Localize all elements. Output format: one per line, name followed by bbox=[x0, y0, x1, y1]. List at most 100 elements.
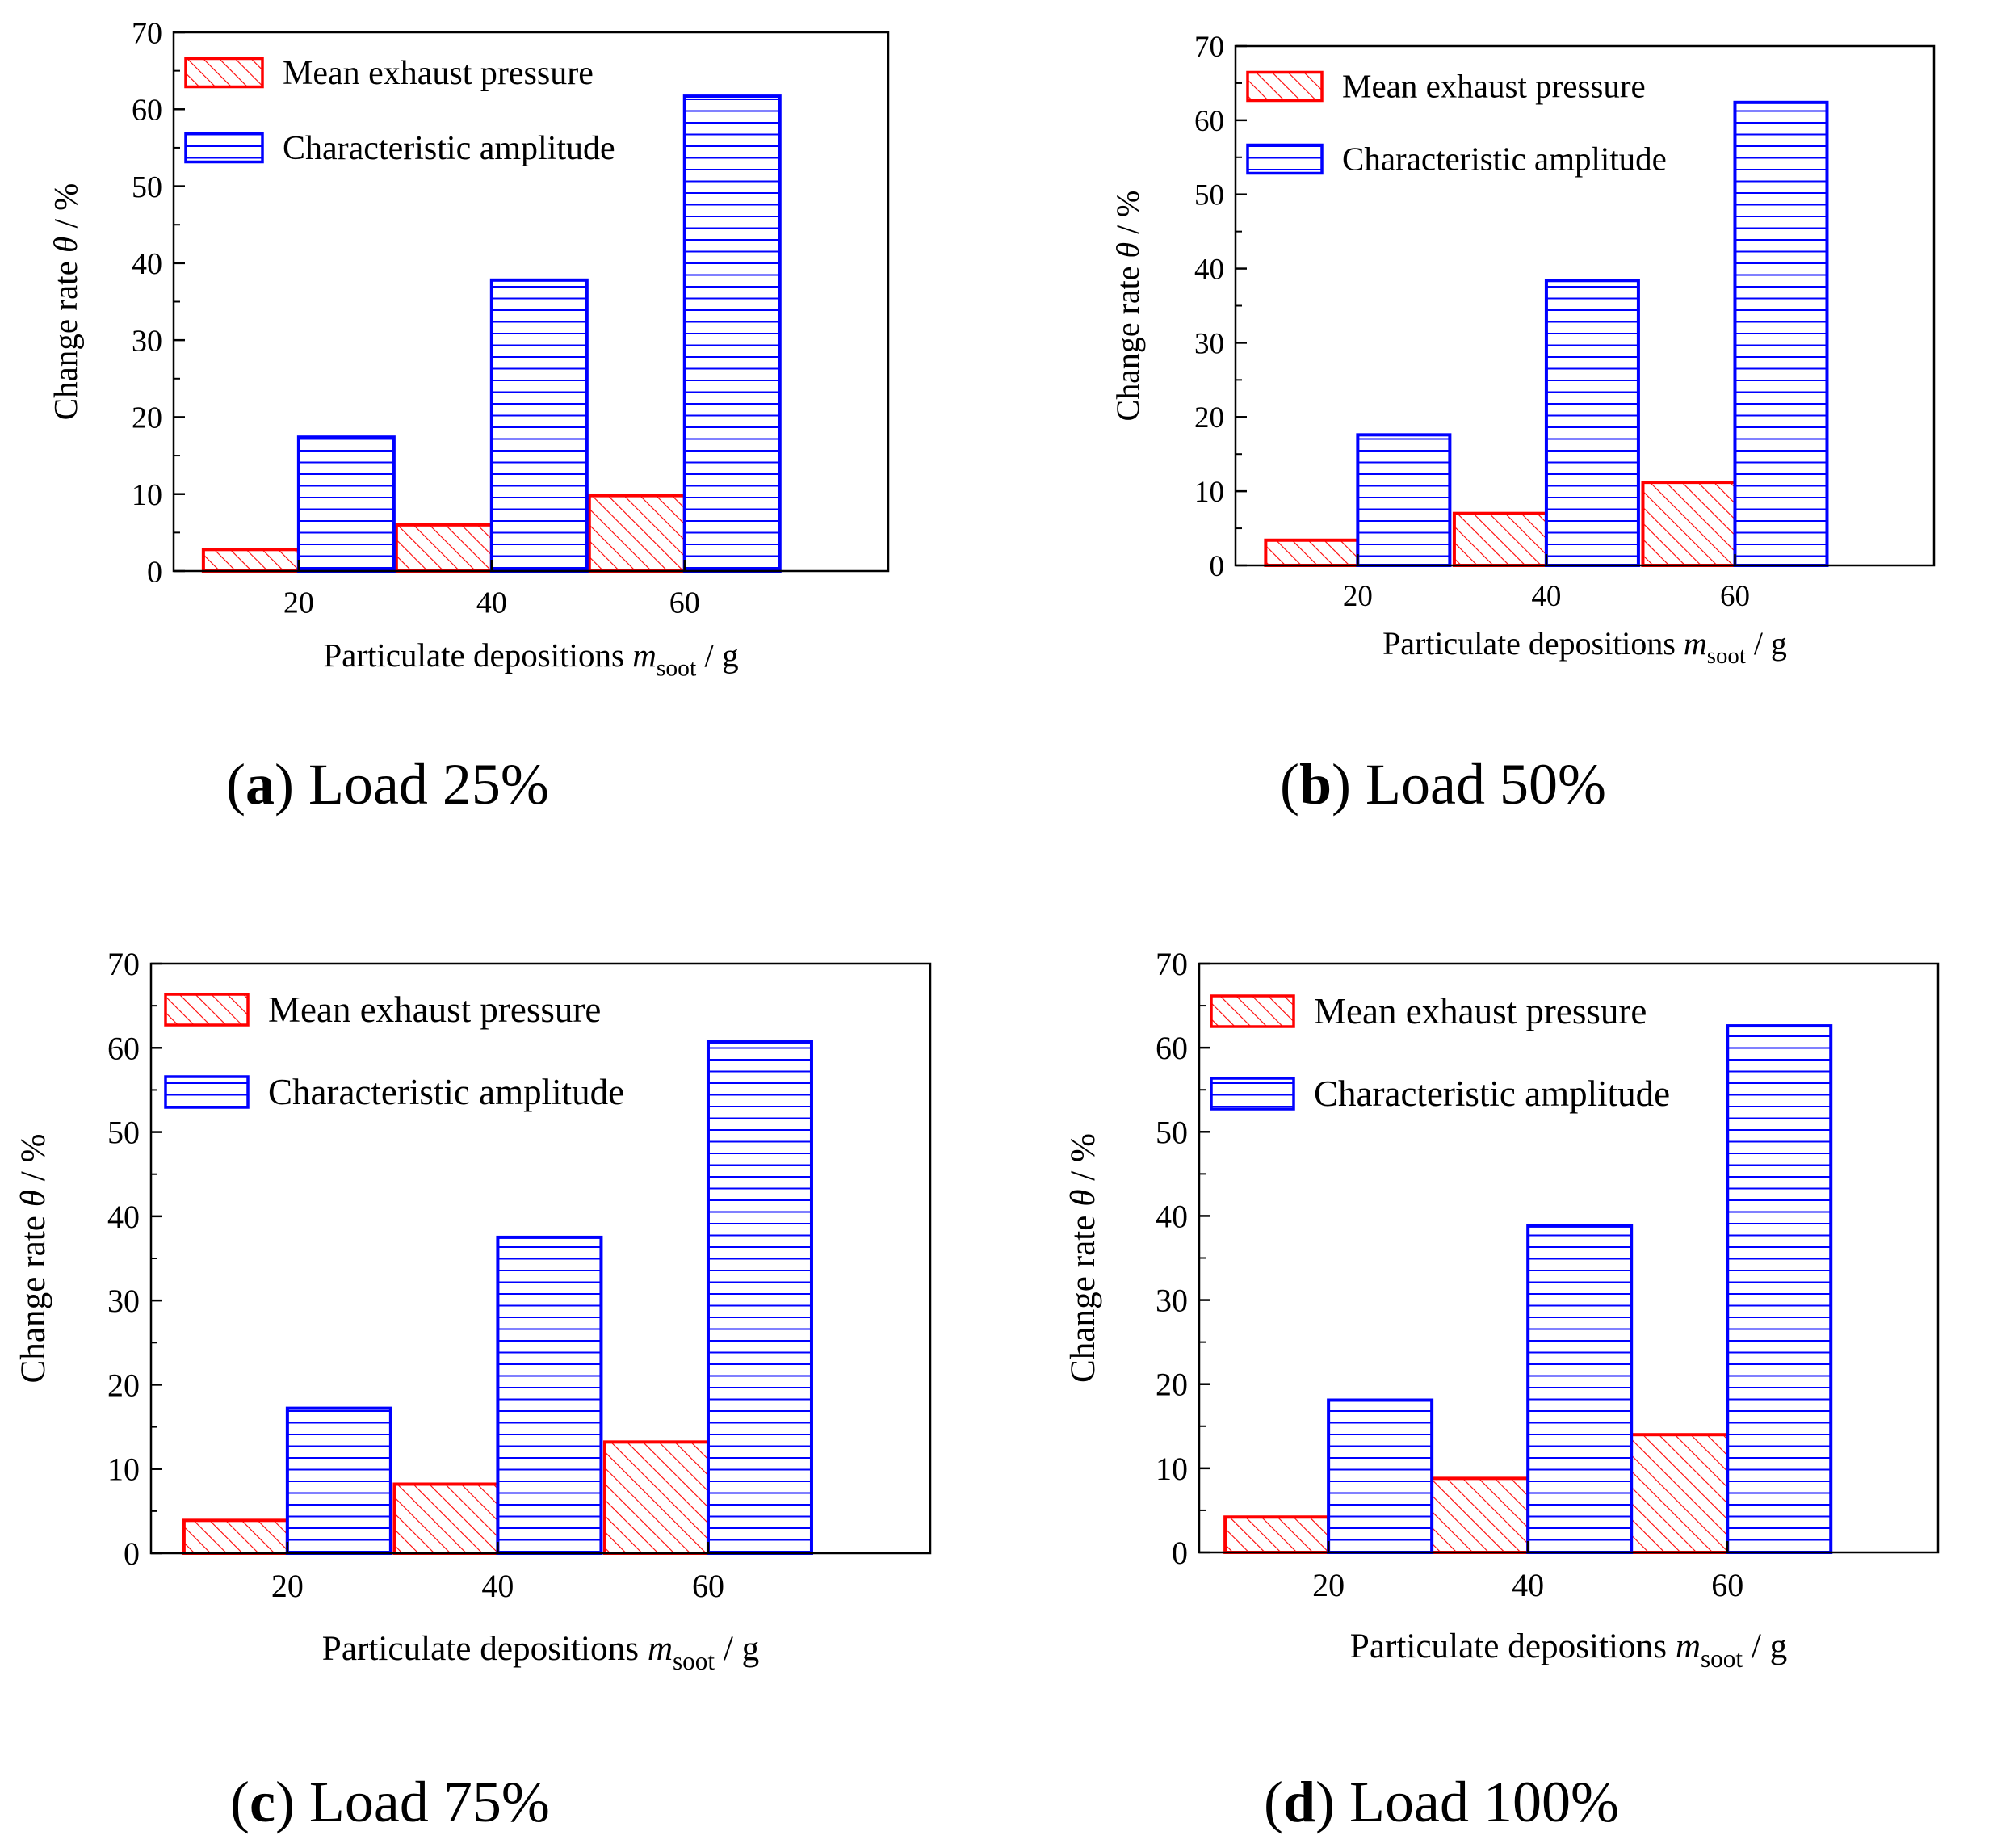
y-tick-label: 20 bbox=[132, 401, 162, 435]
legend-swatch bbox=[1246, 70, 1324, 103]
y-tick-label: 40 bbox=[107, 1199, 140, 1235]
y-axis-label-text: Change rate bbox=[15, 1207, 52, 1383]
x-axis-unit: / g bbox=[715, 1630, 759, 1668]
x-axis-subscript: soot bbox=[673, 1647, 715, 1675]
x-axis-subscript: soot bbox=[657, 655, 697, 681]
bar-characteristic-amplitude-40 bbox=[496, 1235, 603, 1556]
y-axis-label: Change rate θ / % bbox=[15, 1133, 52, 1383]
bar-characteristic-amplitude-60 bbox=[1733, 100, 1829, 568]
x-axis-label: Particulate depositions msoot / g bbox=[322, 1630, 759, 1675]
legend-label: Characteristic amplitude bbox=[268, 1072, 624, 1112]
panel-caption: (a) Load 25% bbox=[226, 752, 549, 817]
caption-text: ) Load 100% bbox=[1315, 1770, 1619, 1834]
y-tick-label: 10 bbox=[132, 478, 162, 512]
bar-characteristic-amplitude-40 bbox=[1544, 279, 1640, 567]
y-axis-label: Change rate θ / % bbox=[47, 183, 84, 421]
bar-characteristic-amplitude-60 bbox=[706, 1040, 813, 1555]
y-tick-label: 60 bbox=[1156, 1030, 1188, 1066]
x-axis-label-text: Particulate depositions bbox=[323, 636, 632, 674]
bar-mean-exhaust-pressure-40 bbox=[1452, 511, 1548, 568]
legend-label: Mean exhaust pressure bbox=[268, 989, 601, 1030]
y-axis-unit: / % bbox=[1064, 1133, 1102, 1190]
x-tick-label: 60 bbox=[669, 586, 700, 620]
x-axis-label-text: Particulate depositions bbox=[1350, 1628, 1676, 1665]
x-axis-unit: / g bbox=[696, 636, 738, 674]
legend: Mean exhaust pressure Characteristic ampl… bbox=[1246, 68, 1667, 178]
bar-mean-exhaust-pressure-40 bbox=[1423, 1476, 1530, 1554]
y-axis-unit: / % bbox=[1110, 191, 1146, 242]
y-tick-label: 70 bbox=[1194, 31, 1224, 64]
y-tick-label: 60 bbox=[1194, 105, 1224, 138]
bar-mean-exhaust-pressure-60 bbox=[1622, 1433, 1730, 1554]
y-tick-label: 30 bbox=[1156, 1283, 1188, 1319]
x-tick-label: 20 bbox=[283, 586, 314, 620]
bar-characteristic-amplitude-20 bbox=[1327, 1398, 1434, 1555]
y-tick-label: 0 bbox=[124, 1535, 140, 1572]
x-tick-label: 40 bbox=[1512, 1567, 1544, 1603]
bar-mean-exhaust-pressure-40 bbox=[394, 523, 493, 573]
y-tick-label: 30 bbox=[132, 324, 162, 358]
legend-label: Characteristic amplitude bbox=[283, 130, 615, 167]
bar-characteristic-amplitude-60 bbox=[1726, 1024, 1833, 1554]
legend-label: Characteristic amplitude bbox=[1314, 1073, 1670, 1114]
y-axis-label-text: Change rate bbox=[47, 253, 84, 420]
y-axis-symbol: θ bbox=[1064, 1190, 1102, 1207]
bar-mean-exhaust-pressure-60 bbox=[602, 1440, 710, 1556]
y-axis-unit: / % bbox=[47, 183, 84, 237]
y-tick-label: 40 bbox=[1156, 1198, 1188, 1234]
bar-characteristic-amplitude-40 bbox=[489, 278, 589, 573]
chart-panel-b: 0 10 20 30 40 50 60 70 20 40 60 Particulate deposit… bbox=[1110, 31, 1936, 817]
x-axis-symbol: m bbox=[1684, 625, 1707, 662]
y-tick-label: 0 bbox=[147, 555, 162, 589]
legend-label: Mean exhaust pressure bbox=[1314, 991, 1647, 1031]
x-axis-label-text: Particulate depositions bbox=[322, 1630, 648, 1668]
bar-characteristic-amplitude-40 bbox=[1526, 1224, 1634, 1554]
x-axis-unit: / g bbox=[1743, 1628, 1787, 1665]
y-tick-label: 20 bbox=[1194, 401, 1224, 435]
caption-text: ) Load 50% bbox=[1332, 752, 1606, 817]
x-tick-label: 20 bbox=[271, 1568, 304, 1604]
legend-swatch bbox=[1210, 994, 1295, 1028]
y-tick-label: 70 bbox=[1156, 946, 1188, 982]
y-axis-symbol: θ bbox=[1110, 242, 1146, 258]
y-axis-label: Change rate θ / % bbox=[1110, 191, 1146, 422]
x-axis-label: Particulate depositions msoot / g bbox=[323, 636, 738, 681]
bar-mean-exhaust-pressure-60 bbox=[587, 494, 686, 573]
y-axis-symbol: θ bbox=[15, 1190, 52, 1207]
y-tick-label: 20 bbox=[1156, 1367, 1188, 1403]
y-axis-label: Change rate θ / % bbox=[1064, 1133, 1102, 1383]
x-axis-subscript: soot bbox=[1701, 1644, 1743, 1673]
bar-characteristic-amplitude-20 bbox=[1356, 433, 1452, 567]
x-axis-label: Particulate depositions msoot / g bbox=[1350, 1628, 1787, 1673]
caption-letter: b bbox=[1299, 752, 1332, 817]
bar-mean-exhaust-pressure-20 bbox=[1264, 538, 1360, 567]
chart-panel-a: 0 10 20 30 40 50 60 70 20 40 60 Particulate deposit… bbox=[47, 16, 890, 817]
legend-swatch bbox=[184, 57, 264, 89]
y-tick-label: 50 bbox=[1156, 1114, 1188, 1150]
y-tick-label: 10 bbox=[107, 1451, 140, 1488]
x-axis-subscript: soot bbox=[1707, 643, 1746, 669]
bars bbox=[1223, 1024, 1833, 1555]
chart-panel-c: 0 10 20 30 40 50 60 70 20 40 60 Particulate deposit… bbox=[15, 946, 932, 1834]
y-tick-label: 10 bbox=[1156, 1451, 1188, 1487]
x-axis-label: Particulate depositions msoot / g bbox=[1382, 625, 1787, 669]
bar-characteristic-amplitude-20 bbox=[285, 1406, 392, 1555]
x-tick-label: 40 bbox=[481, 1568, 514, 1604]
bars bbox=[201, 94, 782, 573]
legend-swatch bbox=[164, 1075, 250, 1109]
legend: Mean exhaust pressure Characteristic ampl… bbox=[1210, 991, 1670, 1114]
x-tick-label: 60 bbox=[692, 1568, 724, 1604]
y-tick-label: 30 bbox=[1194, 327, 1224, 360]
legend-swatch bbox=[1210, 1077, 1295, 1111]
caption-text: ) Load 75% bbox=[275, 1770, 550, 1834]
chart-panel-d: 0 10 20 30 40 50 60 70 20 40 60 Particulate deposit… bbox=[1064, 946, 1940, 1834]
caption-paren: ( bbox=[1280, 752, 1299, 817]
x-tick-label: 40 bbox=[476, 586, 507, 620]
y-tick-label: 0 bbox=[1172, 1535, 1188, 1571]
y-axis-label-text: Change rate bbox=[1110, 258, 1146, 422]
x-tick-label: 20 bbox=[1343, 580, 1373, 613]
caption-paren: ( bbox=[1264, 1770, 1283, 1834]
panel-caption: (b) Load 50% bbox=[1280, 752, 1606, 817]
caption-letter: a bbox=[245, 752, 275, 817]
